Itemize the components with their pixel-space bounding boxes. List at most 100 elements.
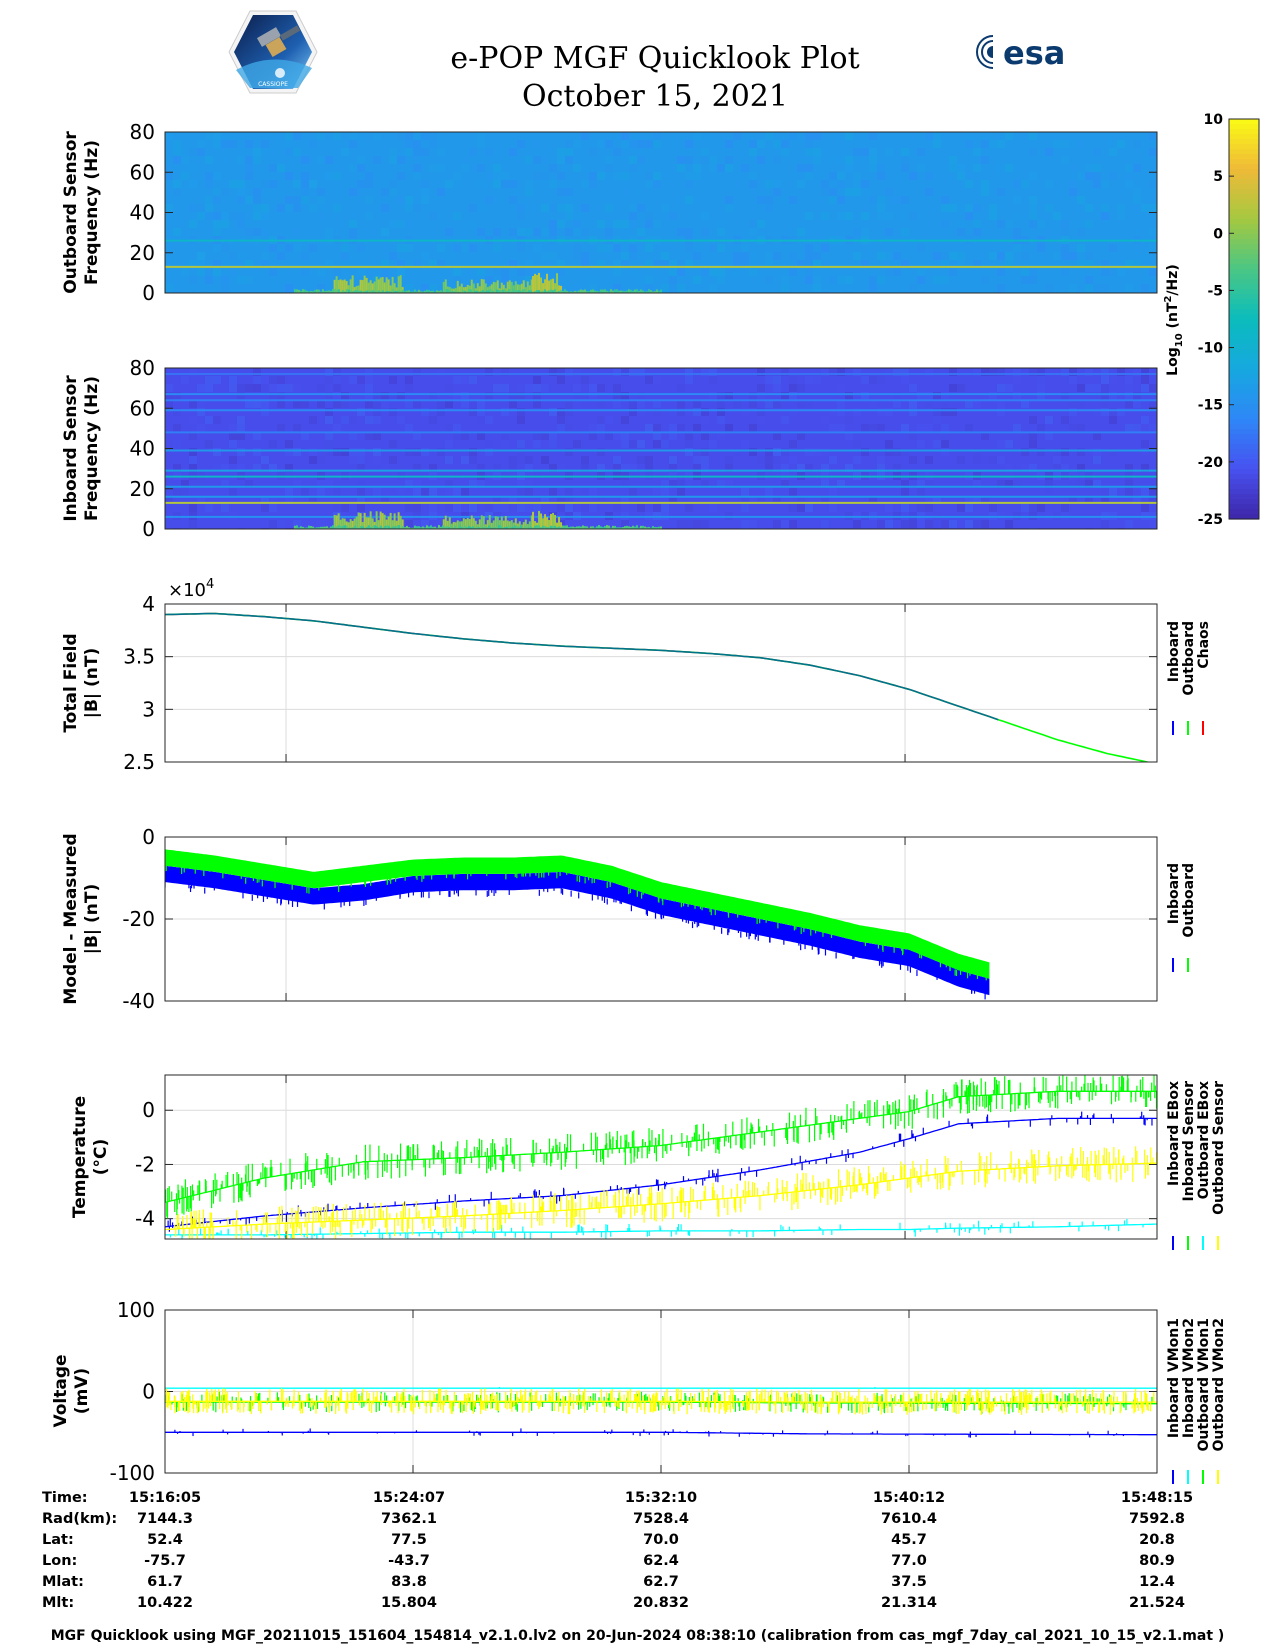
outboard-spectrogram-noise-cell	[1093, 164, 1101, 172]
outboard-spectrogram-noise-cell	[773, 140, 781, 148]
outboard-spectrogram-noise-cell	[613, 172, 621, 180]
outboard-spectrogram-noise-cell	[717, 228, 725, 236]
inboard-spectrogram-burst-bar	[508, 521, 511, 529]
inboard-spectrogram-noise-cell	[581, 376, 589, 384]
outboard-spectrogram-noise-cell	[965, 284, 973, 292]
outboard-spectrogram-noise-cell	[621, 252, 629, 260]
inboard-spectrogram-noise-cell	[693, 424, 701, 432]
inboard-spectrogram-burst-bar	[421, 526, 424, 529]
outboard-spectrogram-burst-bar	[657, 291, 660, 293]
outboard-spectrogram-burst-bar	[369, 280, 372, 293]
outboard-spectrogram-noise-cell	[189, 164, 197, 172]
inboard-spectrogram-noise-cell	[693, 456, 701, 464]
outboard-spectrogram-noise-cell	[1013, 212, 1021, 220]
outboard-spectrogram-noise-cell	[725, 156, 733, 164]
inboard-spectrogram-noise-cell	[941, 432, 949, 440]
outboard-spectrogram-noise-cell	[669, 284, 677, 292]
outboard-spectrogram-noise-cell	[773, 228, 781, 236]
inboard-spectrogram-burst-bar	[599, 526, 602, 529]
inboard-spectrogram-noise-cell	[1029, 440, 1037, 448]
outboard-spectrogram-noise-cell	[509, 228, 517, 236]
temperature-legend-label: Inboard Sensor	[1181, 1081, 1197, 1202]
inboard-spectrogram-burst-bar	[513, 525, 516, 529]
outboard-spectrogram-noise-cell	[1029, 204, 1037, 212]
outboard-spectrogram-noise-cell	[1117, 220, 1125, 228]
outboard-spectrogram-noise-cell	[949, 204, 957, 212]
outboard-spectrogram-noise-cell	[445, 156, 453, 164]
outboard-spectrogram-noise-cell	[685, 172, 693, 180]
outboard-spectrogram-noise-cell	[637, 228, 645, 236]
outboard-spectrogram-noise-cell	[421, 180, 429, 188]
inboard-spectrogram-noise-cell	[461, 392, 469, 400]
outboard-spectrogram-noise-cell	[677, 228, 685, 236]
outboard-spectrogram-noise-cell	[965, 180, 973, 188]
outboard-spectrogram-noise-cell	[317, 156, 325, 164]
outboard-spectrogram-noise-cell	[237, 220, 245, 228]
inboard-spectrogram-noise-cell	[269, 376, 277, 384]
outboard-spectrogram-noise-cell	[941, 228, 949, 236]
inboard-spectrogram-burst-bar	[435, 527, 438, 529]
inboard-spectrogram-noise-cell	[589, 424, 597, 432]
inboard-spectrogram-noise-cell	[173, 392, 181, 400]
outboard-spectrogram-noise-cell	[701, 212, 709, 220]
inboard-spectrogram-noise-cell	[445, 504, 453, 512]
inboard-spectrogram-noise-cell	[781, 368, 789, 376]
inboard-spectrogram-burst-bar	[492, 520, 495, 529]
outboard-spectrogram-burst-bar	[335, 276, 338, 293]
outboard-spectrogram-noise-cell	[669, 260, 677, 268]
inboard-spectrogram-noise-cell	[885, 504, 893, 512]
inboard-spectrogram-noise-cell	[957, 504, 965, 512]
inboard-spectrogram-noise-cell	[517, 448, 525, 456]
outboard-spectrogram-noise-cell	[277, 252, 285, 260]
inboard-spectrogram-noise-cell	[277, 424, 285, 432]
inboard-spectrogram-noise-cell	[1133, 368, 1141, 376]
inboard-spectrogram-burst-bar	[609, 527, 612, 529]
inboard-spectrogram-noise-cell	[1061, 504, 1069, 512]
colorbar-swatch	[1229, 404, 1259, 410]
inboard-spectrogram-noise-cell	[821, 448, 829, 456]
inboard-spectrogram-noise-cell	[1077, 384, 1085, 392]
colorbar-swatch	[1229, 164, 1259, 170]
inboard-spectrogram-noise-cell	[1077, 448, 1085, 456]
outboard-spectrogram-noise-cell	[1013, 196, 1021, 204]
outboard-spectrogram-noise-cell	[429, 140, 437, 148]
inboard-spectrogram-noise-cell	[525, 480, 533, 488]
outboard-spectrogram-burst-bar	[365, 290, 368, 293]
outboard-spectrogram-burst-bar	[450, 288, 453, 293]
outboard-spectrogram-noise-cell	[221, 196, 229, 204]
outboard-spectrogram-burst-bar	[641, 290, 644, 293]
inboard-spectrogram-noise-cell	[557, 424, 565, 432]
outboard-spectrogram-noise-cell	[645, 260, 653, 268]
colorbar-swatch	[1229, 489, 1259, 495]
outboard-spectrogram-noise-cell	[1141, 284, 1149, 292]
outboard-spectrogram-noise-cell	[173, 148, 181, 156]
inboard-spectrogram-noise-cell	[397, 488, 405, 496]
inboard-spectrogram-burst-bar	[603, 526, 606, 529]
outboard-spectrogram-burst-bar	[481, 290, 484, 293]
inboard-spectrogram-noise-cell	[1149, 416, 1157, 424]
inboard-spectrogram-noise-cell	[933, 416, 941, 424]
model-minus-measured-legend-label: Outboard	[1181, 863, 1197, 938]
outboard-spectrogram-burst-bar	[313, 289, 316, 293]
inboard-spectrogram-noise-cell	[949, 408, 957, 416]
outboard-spectrogram-noise-cell	[261, 140, 269, 148]
inboard-spectrogram-noise-cell	[1093, 408, 1101, 416]
outboard-spectrogram-noise-cell	[1109, 244, 1117, 252]
inboard-spectrogram-noise-cell	[565, 504, 573, 512]
outboard-spectrogram-noise-cell	[477, 132, 485, 140]
inboard-spectrogram-noise-cell	[1061, 448, 1069, 456]
colorbar-swatch	[1229, 134, 1259, 140]
inboard-spectrogram-burst-bar	[439, 526, 442, 529]
inboard-spectrogram-noise-cell	[901, 480, 909, 488]
outboard-spectrogram-noise-cell	[965, 132, 973, 140]
inboard-spectrogram-burst-bar	[547, 526, 550, 529]
inboard-spectrogram-burst-bar	[469, 527, 472, 529]
inboard-spectrogram-noise-cell	[573, 392, 581, 400]
outboard-spectrogram-noise-cell	[301, 188, 309, 196]
outboard-spectrogram-noise-cell	[333, 268, 341, 276]
outboard-spectrogram-noise-cell	[237, 252, 245, 260]
inboard-spectrogram-burst-bar	[560, 522, 563, 529]
temperature-legend-label: Inboard EBox	[1166, 1081, 1182, 1186]
outboard-spectrogram-noise-cell	[205, 156, 213, 164]
